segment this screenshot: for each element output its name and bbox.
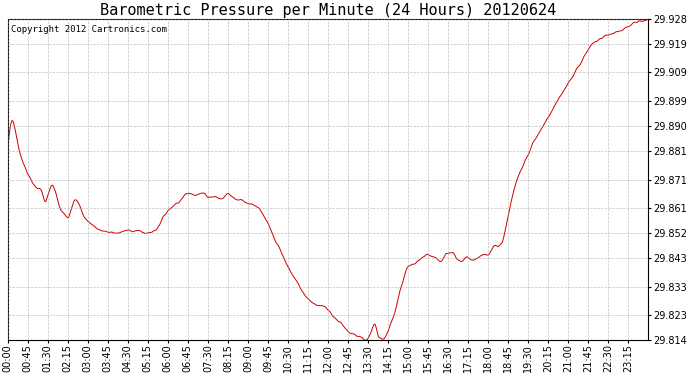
Title: Barometric Pressure per Minute (24 Hours) 20120624: Barometric Pressure per Minute (24 Hours… xyxy=(99,3,556,18)
Text: Copyright 2012 Cartronics.com: Copyright 2012 Cartronics.com xyxy=(11,26,167,34)
